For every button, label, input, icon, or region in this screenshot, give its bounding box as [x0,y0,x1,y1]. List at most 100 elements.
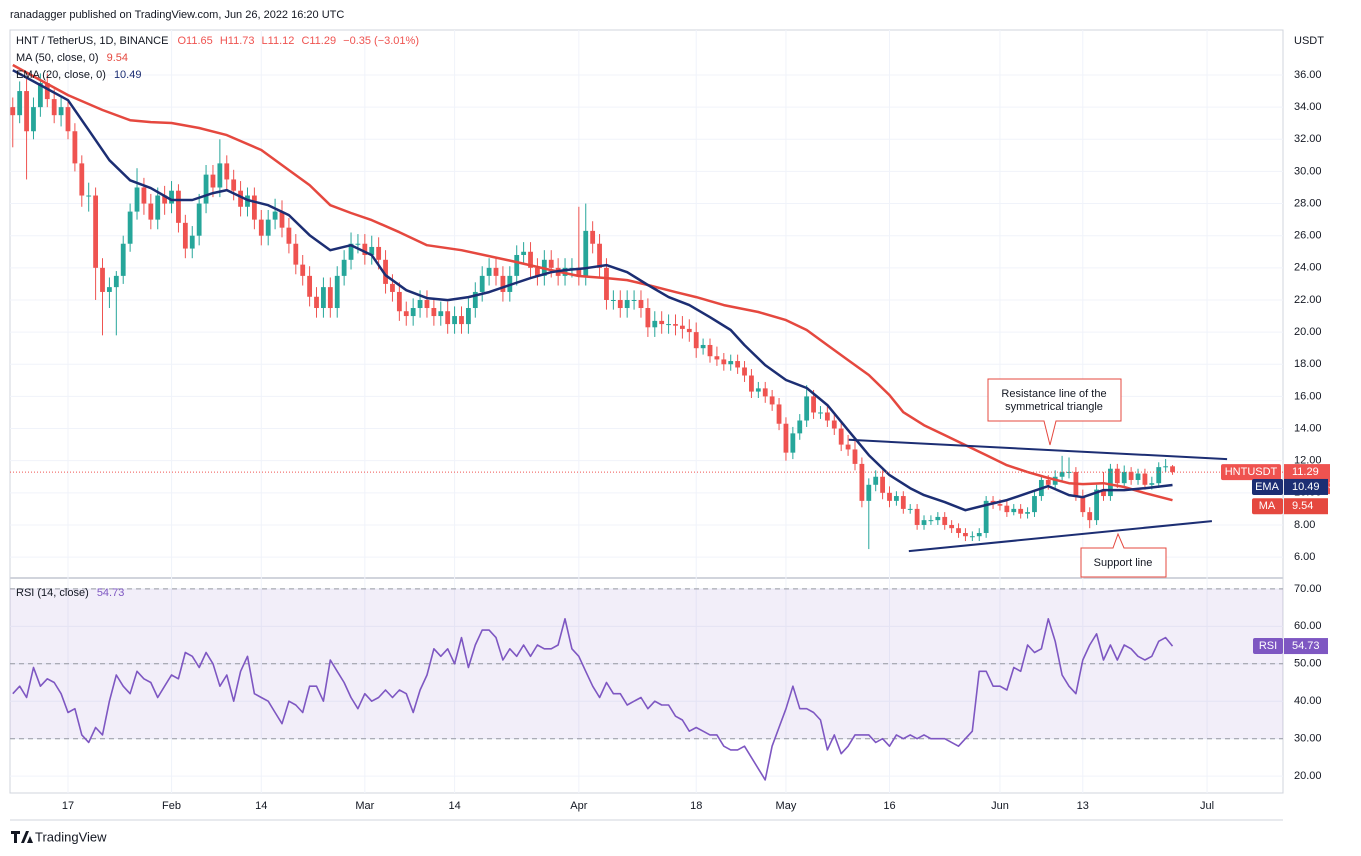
plot-frame [9,29,1284,794]
candle-body [445,311,451,325]
x-tick-label: Mar [355,800,374,812]
candle-body [755,388,761,392]
candle-body [258,219,264,236]
candle-body [514,254,520,276]
ohlc-low: L11.12 [262,35,295,47]
indicator-tag [1252,498,1283,515]
callout-box [1080,532,1167,578]
candle-body [58,107,64,116]
support-callout: Support line [1080,532,1167,578]
candle-body [113,275,119,288]
candle-body [162,195,168,204]
y-axis-unit: USDT [1294,35,1324,47]
callout-text: Resistance line of the [1001,388,1106,400]
indicator-tag [1252,478,1283,495]
candle-body [721,359,727,365]
axis-tags: HNTUSDT11.2907:39:33MA9.54EMA10.49RSI54.… [1221,464,1335,655]
candle-body [293,243,299,265]
candle-body [479,275,485,292]
candle-body [873,476,879,485]
candle-body [521,251,527,255]
candle-body [231,179,237,191]
y-tick-label: 30.00 [1294,733,1322,745]
candle-body [1087,512,1093,521]
candle-body [148,203,154,220]
candle-body [1059,471,1065,477]
candle-body [652,320,658,328]
resistance-callout: Resistance line of the symmetrical trian… [987,378,1122,446]
candle-body [189,235,195,249]
rsi-value: 54.73 [97,587,125,599]
candle-body [203,174,209,204]
rsi-value-text: 54.73 [1292,640,1320,652]
candle-body [127,211,133,244]
candle-body [424,299,430,309]
symbol: HNT / TetherUS, 1D, BINANCE [16,35,168,47]
candle-body [107,287,112,292]
indicator-value-tag [1284,478,1328,495]
candle-body [348,243,354,260]
ohlc-high: H11.73 [220,35,255,47]
overlay-layer [10,63,1283,781]
candle-body [583,230,589,276]
candle-body [279,211,285,228]
candle-body [383,259,388,284]
candle-body [314,296,319,309]
y-tick-label: 40.00 [1294,695,1322,707]
candle-body [452,316,457,325]
candle-body [963,533,968,537]
y-tick-label: 22.00 [1294,294,1322,306]
candle-body [86,195,92,197]
candle-body [928,520,934,522]
indicator-value-tag [1284,498,1328,515]
callout-text: Support line [1094,557,1153,569]
y-tick-label: 12.00 [1294,455,1322,467]
candle-body [334,275,340,309]
candle-body [693,332,699,349]
candle-body [631,299,637,301]
indicator-value-text: 10.49 [1292,481,1320,493]
candle-body [949,524,955,529]
candle-body [17,91,23,116]
candle-body [1011,508,1017,513]
y-tick-label: 14.00 [1294,422,1322,434]
candle-body [321,287,326,309]
candle-body [1080,496,1086,513]
candle-body [362,243,368,255]
price-legend: HNT / TetherUS, 1D, BINANCE O11.65 H11.7… [16,35,419,47]
candle-body [72,131,78,164]
candle-body [1149,483,1155,485]
candle-body [604,267,609,300]
ma-name: MA (50, close, 0) [16,52,99,64]
ohlc-change: −0.35 (−3.01%) [343,35,419,47]
candle-body [472,291,478,309]
candle-body [976,533,982,537]
y-tick-label: 50.00 [1294,658,1322,670]
publish-header: ranadagger published on TradingView.com,… [10,9,344,21]
candle-body [1121,471,1127,484]
candle-body [182,222,188,249]
ma-value: 9.54 [107,52,128,64]
candle-body [1114,468,1120,484]
candle-body [238,190,243,207]
x-tick-label: 18 [690,800,702,812]
candle-body [1142,473,1148,485]
rsi-legend: RSI (14, close) 54.73 [16,587,124,599]
grid: 17 Feb 14 Mar 14 Apr 18 May 16 Jun 13 Jul 6.00 8.00 10… [10,30,1322,812]
candle-body [610,299,616,301]
x-tick-label: 17 [62,800,74,812]
candle-body [659,320,665,325]
candle-body [942,516,948,525]
candle-body [645,308,651,328]
candle-body [983,500,989,534]
candle-body [493,267,499,276]
x-tick-label: 13 [1077,800,1089,812]
moving-average-line [12,69,1173,512]
candle-body [838,428,844,445]
y-tick-label: 8.00 [1294,519,1315,531]
y-tick-label: 32.00 [1294,133,1322,145]
ema-value: 10.49 [114,69,142,81]
symbol-tag-text: HNTUSDT [1225,466,1278,478]
y-tick-label: 34.00 [1294,101,1322,113]
candle-body [769,396,775,405]
